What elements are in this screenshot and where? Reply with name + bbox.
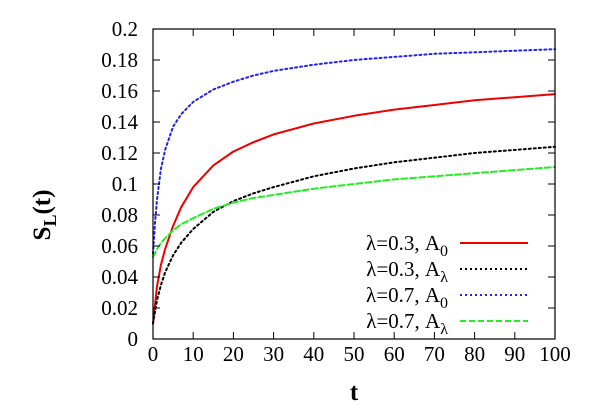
legend-entry-4: λ=0.7, Aλ [366, 309, 528, 338]
x-tick: 40 [303, 29, 324, 366]
legend-label: λ=0.3, Aλ [366, 257, 448, 286]
legend-label: λ=0.3, A0 [366, 231, 448, 260]
x-tick: 60 [384, 29, 405, 366]
series-line-1 [152, 93, 556, 325]
y-tick-label: 0.2 [112, 17, 138, 41]
x-axis-ticks: 0 10 20 30 40 50 60 70 80 90 100 [148, 29, 571, 366]
y-tick: 0.06 [101, 234, 555, 258]
y-axis-ticks: 0 0.02 0.04 0.06 0.08 0.1 0.12 0.14 0.16 0.18 0.2 [101, 17, 555, 351]
y-tick: 0 [128, 327, 555, 351]
x-tick: 30 [263, 29, 284, 366]
y-tick: 0.02 [101, 296, 555, 320]
x-tick: 20 [223, 29, 244, 366]
x-tick-label: 100 [539, 342, 571, 366]
x-tick-label: 80 [464, 342, 485, 366]
x-tick: 90 [504, 29, 525, 366]
legend-entry-3: λ=0.7, A0 [366, 283, 528, 312]
y-tick-label: 0 [128, 327, 139, 351]
x-tick: 10 [183, 29, 204, 366]
legend-entry-2: λ=0.3, Aλ [366, 257, 528, 286]
y-tick: 0.1 [112, 172, 555, 196]
y-axis-label: SL(t) [29, 190, 60, 241]
x-tick: 100 [539, 29, 571, 366]
x-tick: 80 [464, 29, 485, 366]
x-tick-label: 60 [384, 342, 405, 366]
x-axis-label: t [350, 379, 359, 406]
x-tick-label: 20 [223, 342, 244, 366]
plot-area: 0 10 20 30 40 50 60 70 80 90 100 0 0.02 0.04 0.06 0.08… [101, 17, 571, 366]
x-tick-label: 10 [183, 342, 204, 366]
legend: λ=0.3, A0λ=0.3, Aλλ=0.7, A0λ=0.7, Aλ [366, 231, 528, 338]
legend-entry-1: λ=0.3, A0 [366, 231, 528, 260]
y-tick: 0.14 [101, 110, 555, 134]
y-tick-label: 0.06 [101, 234, 138, 258]
x-tick-label: 90 [504, 342, 525, 366]
y-tick: 0.16 [101, 79, 555, 103]
y-tick: 0.2 [112, 17, 555, 41]
x-tick: 50 [344, 29, 365, 366]
series-line-3 [152, 48, 556, 255]
y-tick-label: 0.18 [101, 48, 138, 72]
x-tick: 70 [424, 29, 445, 366]
x-tick-label: 30 [263, 342, 284, 366]
y-tick: 0.08 [101, 203, 555, 227]
y-axis-label-sub: L [40, 215, 60, 227]
x-tick-label: 50 [344, 342, 365, 366]
y-tick: 0.04 [101, 265, 555, 289]
series-line-2 [152, 145, 556, 325]
y-tick: 0.18 [101, 48, 555, 72]
y-tick-label: 0.02 [101, 296, 138, 320]
y-tick-label: 0.16 [101, 79, 138, 103]
legend-label: λ=0.7, Aλ [366, 309, 448, 338]
legend-label: λ=0.7, A0 [366, 283, 448, 312]
x-tick: 0 [148, 29, 159, 366]
x-tick-label: 70 [424, 342, 445, 366]
y-tick-label: 0.08 [101, 203, 138, 227]
y-axis-label-arg: (t) [29, 190, 56, 215]
series-line-4 [152, 166, 556, 258]
y-tick-label: 0.04 [101, 265, 138, 289]
series-layer [152, 48, 556, 325]
x-tick-label: 0 [148, 342, 159, 366]
y-tick: 0.12 [101, 141, 555, 165]
x-tick-label: 40 [303, 342, 324, 366]
y-tick-label: 0.14 [101, 110, 138, 134]
y-axis-label-main: S [29, 227, 56, 241]
y-tick-label: 0.12 [101, 141, 138, 165]
y-tick-label: 0.1 [112, 172, 138, 196]
